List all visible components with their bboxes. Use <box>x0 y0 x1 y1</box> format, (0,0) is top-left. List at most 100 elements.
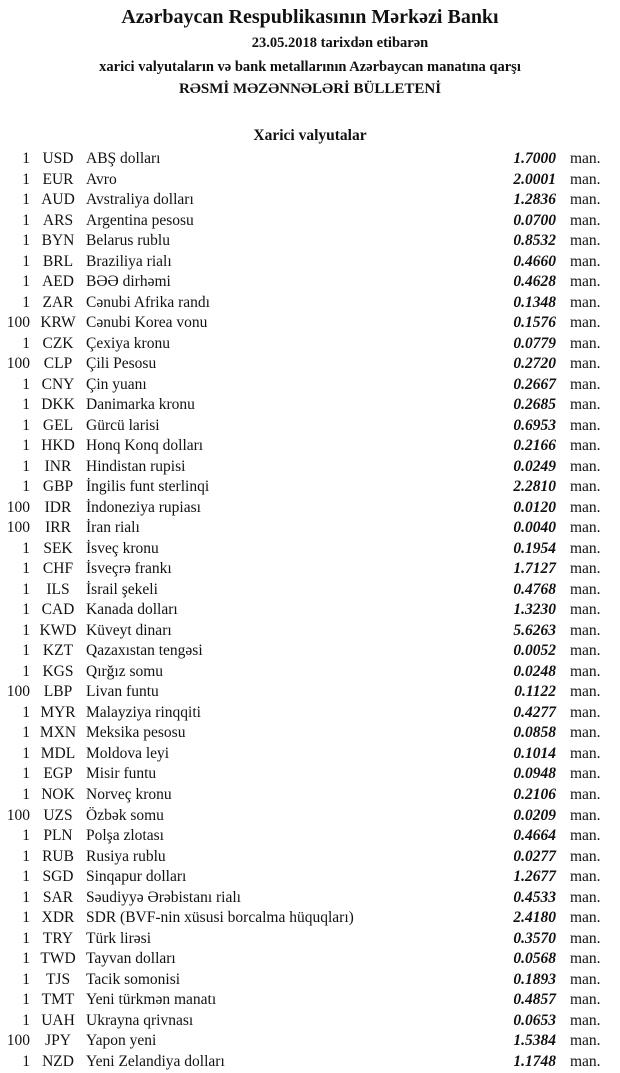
rate-row-uah: 1 UAH Ukrayna qrivnası 0.0653 man. <box>0 1011 620 1032</box>
currency-code: MYR <box>40 703 76 721</box>
rate-value: 0.2166 <box>513 437 556 455</box>
rate-value: 0.4628 <box>513 273 556 291</box>
currency-name: Sinqapur dolları <box>86 868 187 886</box>
unit-label: man. <box>570 991 601 1009</box>
rate-row-gbp: 1 GBP İngilis funt sterlinqi 2.2810 man. <box>0 477 620 498</box>
unit-label: man. <box>570 314 601 332</box>
rate-row-mxn: 1 MXN Meksika pesosu 0.0858 man. <box>0 723 620 744</box>
rate-value: 0.2720 <box>513 355 556 373</box>
currency-code: LBP <box>43 683 73 701</box>
nominal: 1 <box>22 868 30 886</box>
rate-value: 0.2106 <box>513 785 556 803</box>
currency-name: Yeni Zelandiya dolları <box>86 1052 225 1070</box>
rate-row-chf: 1 CHF İsveçrə frankı 1.7127 man. <box>0 559 620 580</box>
nominal: 1 <box>22 703 30 721</box>
currency-name: Polşa zlotası <box>86 827 164 845</box>
nominal: 1 <box>22 950 30 968</box>
currency-code: INR <box>44 457 72 475</box>
unit-label: man. <box>570 642 601 660</box>
rate-row-pln: 1 PLN Polşa zlotası 0.4664 man. <box>0 826 620 847</box>
rate-row-tjs: 1 TJS Tacik somonisi 0.1893 man. <box>0 970 620 991</box>
unit-label: man. <box>570 191 601 209</box>
rate-row-nok: 1 NOK Norveç kronu 0.2106 man. <box>0 785 620 806</box>
unit-label: man. <box>570 662 601 680</box>
subtitle: xarici valyutaların və bank metallarının… <box>99 59 521 75</box>
rate-row-myr: 1 MYR Malayziya rinqqiti 0.4277 man. <box>0 703 620 724</box>
rate-value: 1.7127 <box>513 560 556 578</box>
currency-code: CAD <box>41 601 75 619</box>
currency-code: ILS <box>46 580 70 598</box>
currency-name: Avro <box>86 170 117 188</box>
unit-label: man. <box>570 396 601 414</box>
unit-label: man. <box>570 580 601 598</box>
rate-value: 0.0209 <box>513 806 556 824</box>
unit-label: man. <box>570 806 601 824</box>
unit-label: man. <box>570 293 601 311</box>
currency-name: Misir funtu <box>86 765 157 783</box>
unit-label: man. <box>570 478 601 496</box>
currency-name: İsveçrə frankı <box>86 560 172 578</box>
currency-name: Çexiya kronu <box>86 334 170 352</box>
nominal: 1 <box>22 437 30 455</box>
unit-label: man. <box>570 457 601 475</box>
rate-row-krw: 100 KRW Cənubi Korea vonu 0.1576 man. <box>0 313 620 334</box>
nominal: 1 <box>22 888 30 906</box>
currency-name: Yeni türkmən manatı <box>86 991 217 1009</box>
currency-name: İsrail şekeli <box>86 580 158 598</box>
rate-row-usd: 1 USD ABŞ dolları 1.7000 man. <box>0 149 620 170</box>
unit-label: man. <box>570 519 601 537</box>
unit-label: man. <box>570 888 601 906</box>
rate-row-cny: 1 CNY Çin yuanı 0.2667 man. <box>0 375 620 396</box>
rate-value: 0.4857 <box>513 991 556 1009</box>
unit-label: man. <box>570 765 601 783</box>
rate-row-ils: 1 ILS İsrail şekeli 0.4768 man. <box>0 580 620 601</box>
nominal: 1 <box>22 642 30 660</box>
rate-row-rub: 1 RUB Rusiya rublu 0.0277 man. <box>0 847 620 868</box>
currency-code: JPY <box>45 1032 71 1050</box>
currency-name: Türk lirəsi <box>86 929 151 947</box>
nominal: 1 <box>22 560 30 578</box>
nominal: 1 <box>22 621 30 639</box>
rate-value: 0.3570 <box>513 929 556 947</box>
rate-row-kgs: 1 KGS Qırğız somu 0.0248 man. <box>0 662 620 683</box>
currency-name: Avstraliya dolları <box>86 191 194 209</box>
unit-label: man. <box>570 211 601 229</box>
currency-code: PLN <box>43 827 73 845</box>
rate-value: 0.0700 <box>513 211 556 229</box>
nominal: 1 <box>22 334 30 352</box>
currency-code: SEK <box>43 539 73 557</box>
currency-name: Livan funtu <box>86 683 159 701</box>
currency-name: Cənubi Korea vonu <box>86 314 208 332</box>
unit-label: man. <box>570 252 601 270</box>
nominal: 1 <box>22 580 30 598</box>
currency-name: Yapon yeni <box>86 1032 157 1050</box>
rate-value: 5.6263 <box>513 621 556 639</box>
currency-code: DKK <box>41 396 75 414</box>
currency-code: RUB <box>42 847 74 865</box>
currency-code: EUR <box>42 170 74 188</box>
unit-label: man. <box>570 375 601 393</box>
unit-label: man. <box>570 909 601 927</box>
nominal: 1 <box>22 1052 30 1070</box>
currency-name: BƏƏ dirhəmi <box>86 273 171 291</box>
currency-name: Cənubi Afrika randı <box>86 293 210 311</box>
nominal: 1 <box>22 662 30 680</box>
rate-value: 2.4180 <box>513 909 556 927</box>
nominal: 1 <box>22 457 30 475</box>
currency-name: ABŞ dolları <box>86 150 161 167</box>
nominal: 1 <box>22 273 30 291</box>
unit-label: man. <box>570 950 601 968</box>
nominal: 1 <box>22 396 30 414</box>
rate-row-sek: 1 SEK İsveç kronu 0.1954 man. <box>0 539 620 560</box>
currency-code: NOK <box>41 785 75 803</box>
currency-name: Özbək somu <box>86 806 164 824</box>
unit-label: man. <box>570 1011 601 1029</box>
rate-row-irr: 100 IRR İran rialı 0.0040 man. <box>0 518 620 539</box>
rate-row-dkk: 1 DKK Danimarka kronu 0.2685 man. <box>0 395 620 416</box>
rate-value: 0.4277 <box>513 703 556 721</box>
currency-name: İngilis funt sterlinqi <box>86 478 210 496</box>
nominal: 1 <box>22 785 30 803</box>
nominal: 100 <box>6 683 30 701</box>
currency-code: AUD <box>41 191 75 209</box>
currency-name: İndoneziya rupiası <box>86 498 201 516</box>
